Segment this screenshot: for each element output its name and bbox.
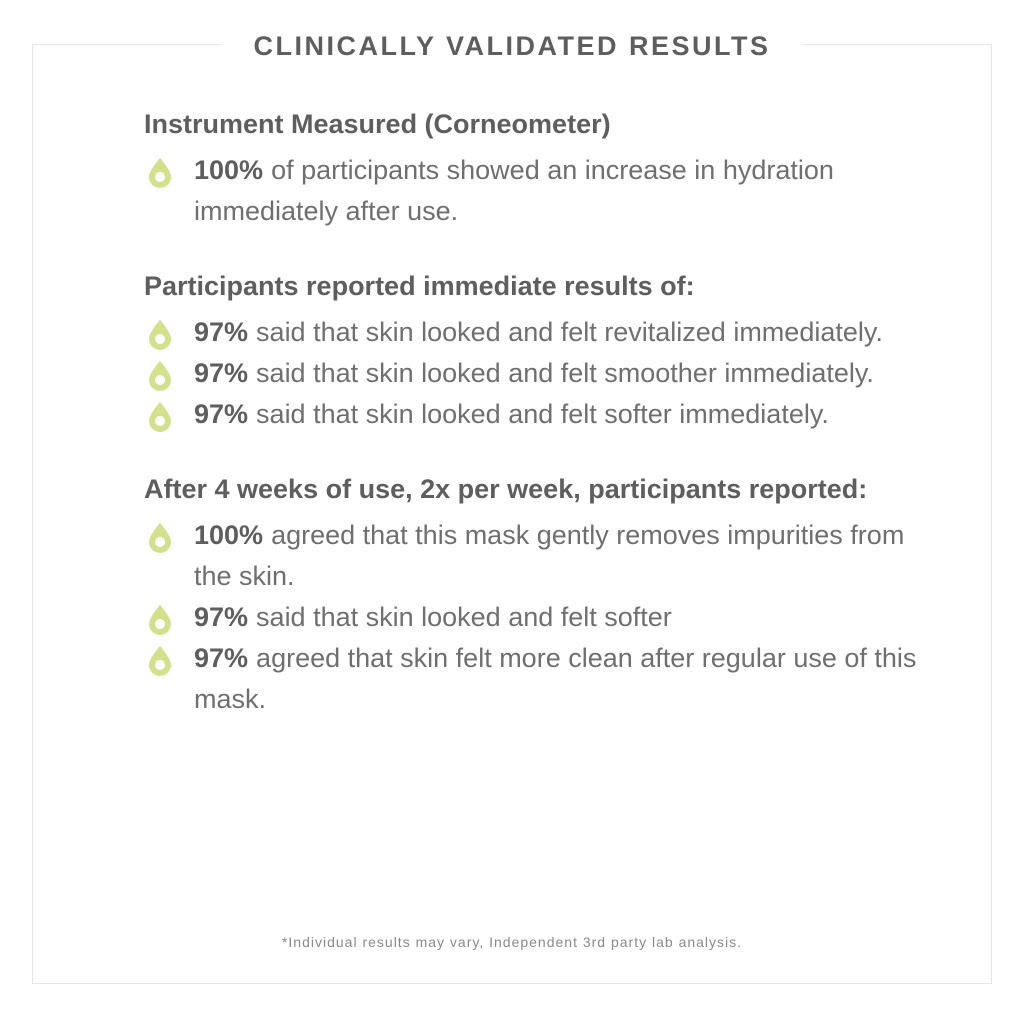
percent-value: 97% <box>194 358 249 388</box>
section-four-weeks: After 4 weeks of use, 2x per week, parti… <box>144 469 924 720</box>
footnote: *Individual results may vary, Independen… <box>281 934 743 950</box>
section-heading: Participants reported immediate results … <box>144 271 695 301</box>
droplet-icon <box>149 320 171 350</box>
droplet-icon <box>149 158 171 188</box>
droplet-icon <box>149 605 171 635</box>
droplet-icon <box>149 646 171 676</box>
list-item: 97% agreed that skin felt more clean afte… <box>144 638 924 720</box>
results-content: Instrument Measured (Corneometer) 100% of… <box>144 104 924 754</box>
list-item: 97% said that skin looked and felt softer… <box>144 394 924 435</box>
list-item: 97% said that skin looked and felt softer <box>144 597 924 638</box>
item-text: said that skin looked and felt softer <box>256 602 672 632</box>
section-heading: Instrument Measured (Corneometer) <box>144 109 611 139</box>
list-item: 100% agreed that this mask gently removes… <box>144 515 924 597</box>
percent-value: 97% <box>194 602 249 632</box>
droplet-icon <box>149 523 171 553</box>
section-instrument: Instrument Measured (Corneometer) 100% of… <box>144 104 924 232</box>
item-text: agreed that skin felt more clean after r… <box>194 643 917 714</box>
percent-value: 100% <box>194 520 264 550</box>
section-heading: After 4 weeks of use, 2x per week, parti… <box>144 474 868 504</box>
droplet-icon <box>149 402 171 432</box>
item-text: said that skin looked and felt smoother … <box>256 358 874 388</box>
percent-value: 97% <box>194 399 249 429</box>
item-text: said that skin looked and felt softer im… <box>256 399 829 429</box>
page-title: CLINICALLY VALIDATED RESULTS <box>221 24 803 68</box>
section-immediate: Participants reported immediate results … <box>144 266 924 435</box>
item-text: of participants showed an increase in hy… <box>194 155 834 226</box>
item-text: said that skin looked and felt revitaliz… <box>256 317 883 347</box>
percent-value: 97% <box>194 643 249 673</box>
item-text: agreed that this mask gently removes imp… <box>194 520 905 591</box>
list-item: 97% said that skin looked and felt revita… <box>144 312 924 353</box>
percent-value: 97% <box>194 317 249 347</box>
droplet-icon <box>149 361 171 391</box>
percent-value: 100% <box>194 155 264 185</box>
list-item: 100% of participants showed an increase i… <box>144 150 924 232</box>
list-item: 97% said that skin looked and felt smooth… <box>144 353 924 394</box>
